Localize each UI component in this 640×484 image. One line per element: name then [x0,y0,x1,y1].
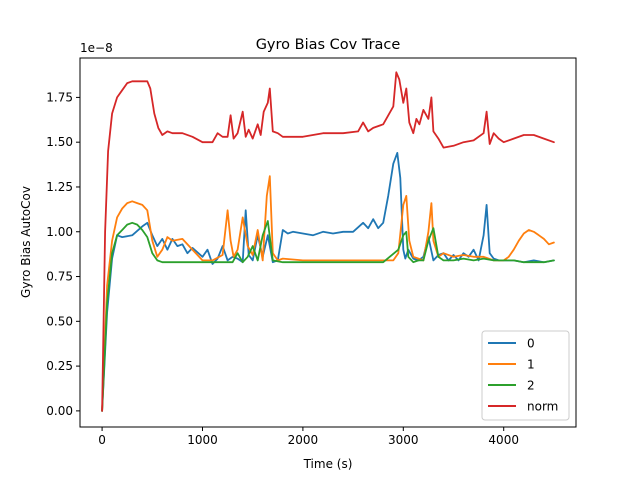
x-axis-label: Time (s) [303,457,353,471]
y-tick-label: 0.75 [46,270,73,284]
x-tick-label: 0 [98,433,106,447]
y-tick-label: 1.25 [46,180,73,194]
x-tick-label: 2000 [288,433,319,447]
x-tick-label: 4000 [488,433,519,447]
y-axis-label: Gyro Bias AutoCov [19,186,33,298]
legend: 0 1 2 norm [481,330,570,421]
legend-label-1: 1 [527,358,535,372]
legend-label-norm: norm [527,400,558,414]
plot-area [101,71,555,412]
x-axis: 0 1000 2000 3000 4000 [98,427,519,447]
y-offset-label: 1e−8 [80,41,113,55]
y-tick-label: 1.75 [46,90,73,104]
x-tick-label: 3000 [388,433,419,447]
y-tick-label: 0.00 [46,404,73,418]
series-line-norm [101,71,555,412]
legend-label-0: 0 [527,337,535,351]
y-tick-label: 1.00 [46,225,73,239]
y-tick-label: 0.25 [46,359,73,373]
series-line-2 [101,220,555,412]
chart-title: Gyro Bias Cov Trace [256,37,401,53]
legend-frame [481,330,570,421]
y-axis: 0.00 0.25 0.50 0.75 1.00 1.25 1.50 1.75 [46,90,80,418]
axes-frame [79,57,577,428]
x-tick-label: 1000 [187,433,218,447]
y-tick-label: 1.50 [46,135,73,149]
legend-label-2: 2 [527,379,535,393]
y-tick-label: 0.50 [46,314,73,328]
